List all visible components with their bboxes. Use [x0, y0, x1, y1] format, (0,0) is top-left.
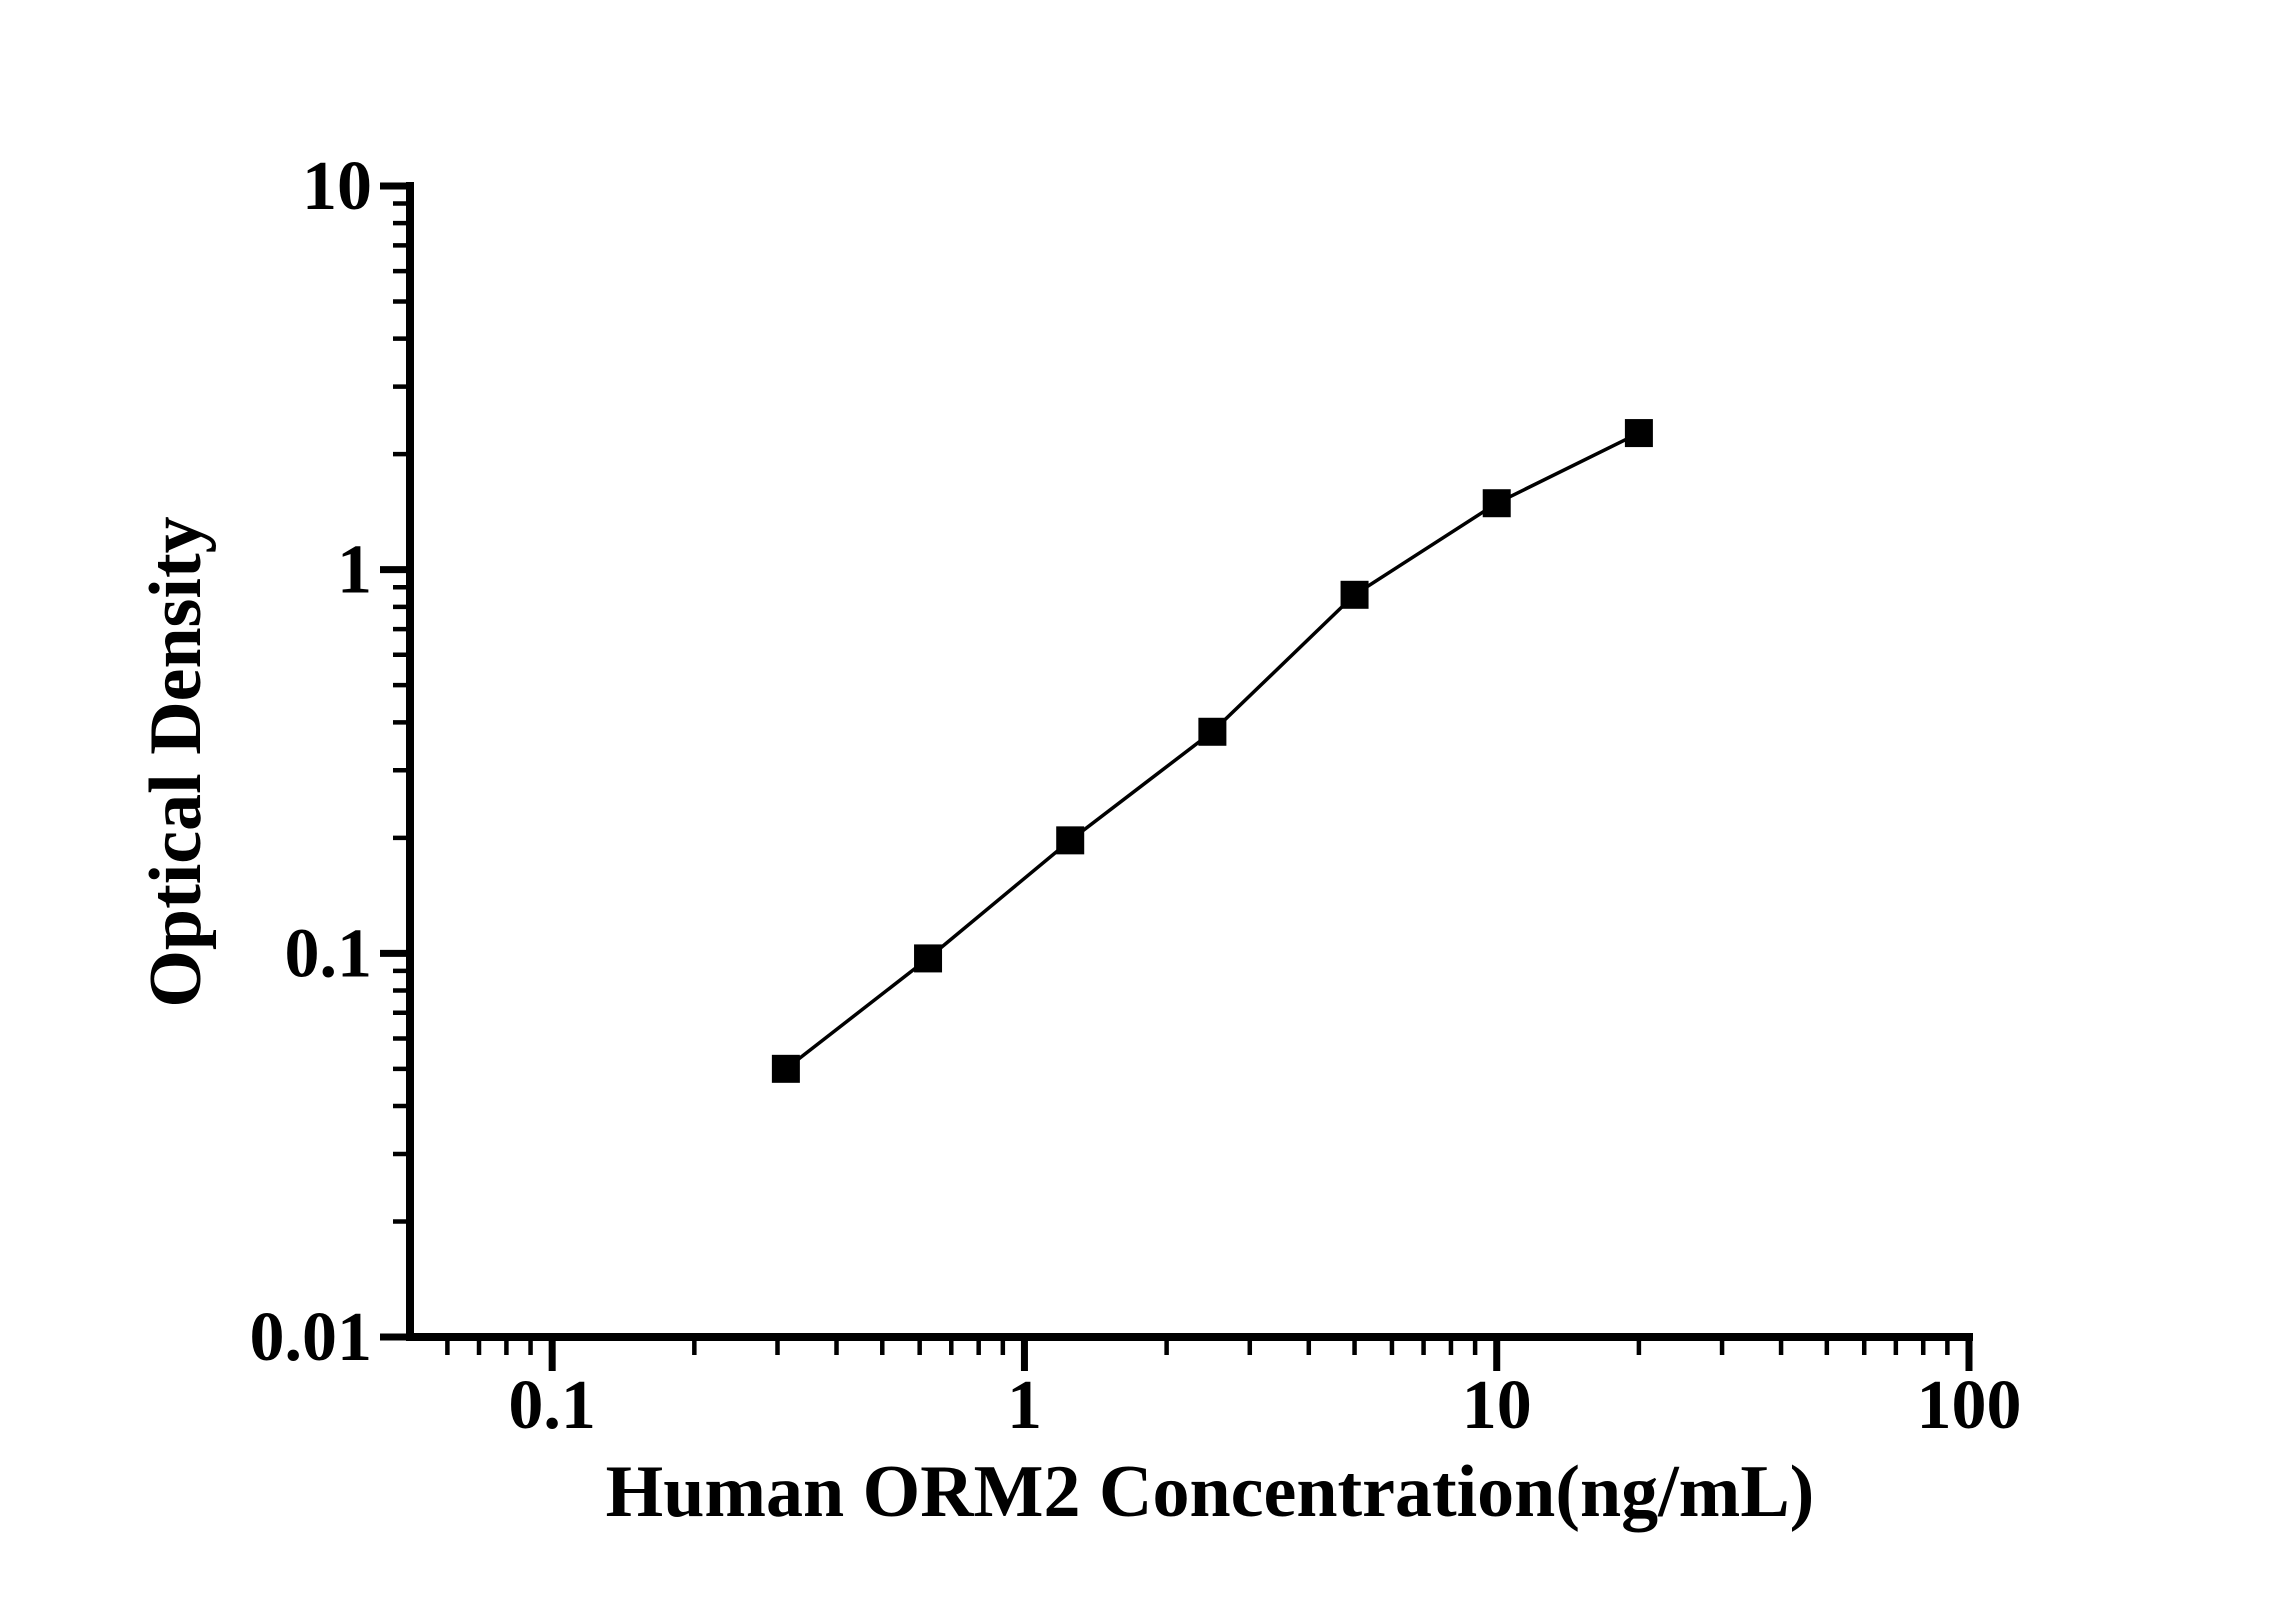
- ticks-layer: [380, 182, 1973, 1371]
- x-tick-label: 100: [1917, 1367, 2022, 1444]
- data-point-marker: [771, 1054, 800, 1083]
- x-axis-title: Human ORM2 Concentration(ng/mL): [606, 1451, 1815, 1533]
- data-point-marker: [1056, 826, 1085, 855]
- x-tick-label: 0.1: [508, 1367, 596, 1444]
- data-point-marker: [1482, 489, 1511, 518]
- y-tick-label: 0.1: [285, 915, 373, 992]
- y-tick-label: 1: [337, 532, 372, 609]
- data-series-layer: [771, 419, 1653, 1083]
- series-line: [784, 431, 1640, 1071]
- y-tick-label: 10: [302, 148, 372, 225]
- data-point-marker: [1198, 717, 1227, 746]
- data-point-marker: [1340, 580, 1369, 609]
- data-point-marker: [914, 944, 943, 973]
- axes-spines: [406, 182, 1973, 1341]
- x-tick-label: 1: [1007, 1367, 1042, 1444]
- tick-labels-layer: 0.1 1 10 100 0.01 0.1 1 10: [250, 148, 2022, 1444]
- x-tick-label: 10: [1462, 1367, 1532, 1444]
- y-axis-title: Optical Density: [135, 516, 217, 1007]
- data-point-marker: [1624, 419, 1653, 448]
- y-tick-label: 0.01: [250, 1299, 373, 1376]
